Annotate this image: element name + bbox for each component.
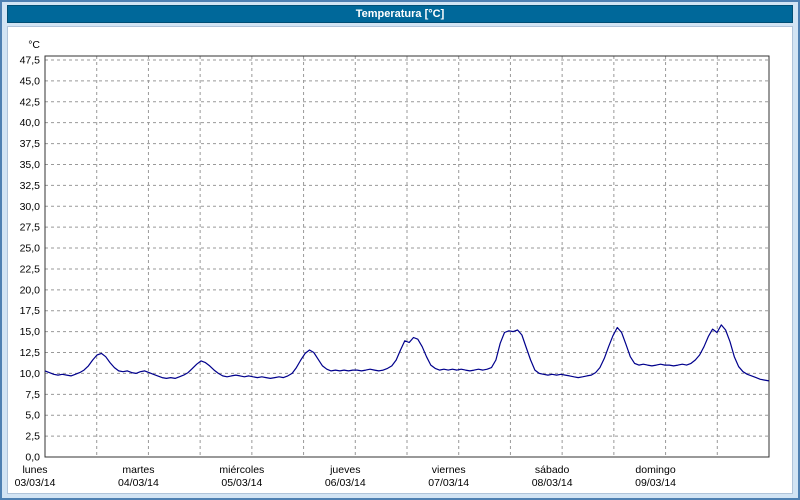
y-tick-label: 45,0 — [20, 75, 41, 87]
x-date-label: 09/03/14 — [635, 477, 676, 489]
y-tick-label: 7,5 — [25, 389, 40, 401]
x-day-label: jueves — [329, 464, 360, 476]
y-tick-label: 17,5 — [20, 305, 41, 317]
y-tick-label: 27,5 — [20, 222, 41, 234]
x-date-label: 06/03/14 — [325, 477, 366, 489]
x-day-label: lunes — [22, 464, 47, 476]
y-tick-label: 37,5 — [20, 138, 41, 150]
y-tick-label: 5,0 — [25, 410, 40, 422]
chart-svg: 47,5 45,0 42,5 40,0 37,5 35,0 32,5 30,0 27,5 25,0… — [15, 39, 770, 489]
x-day-label: domingo — [635, 464, 675, 476]
x-date-label: 08/03/14 — [532, 477, 573, 489]
y-axis-unit-label: °C — [28, 39, 40, 51]
x-day-label: sábado — [535, 464, 570, 476]
y-tick-label: 10,0 — [20, 368, 41, 380]
x-day-label: viernes — [432, 464, 466, 476]
y-tick-label: 30,0 — [20, 201, 41, 213]
x-date-label: 04/03/14 — [118, 477, 159, 489]
y-tick-label: 25,0 — [20, 243, 41, 255]
x-date-label: 05/03/14 — [221, 477, 262, 489]
y-tick-label: 32,5 — [20, 180, 41, 192]
y-tick-label: 15,0 — [20, 326, 41, 338]
x-day-label: martes — [122, 464, 154, 476]
chart-title: Temperatura [°C] — [355, 8, 445, 20]
y-tick-label: 35,0 — [20, 159, 41, 171]
y-tick-label: 22,5 — [20, 263, 41, 275]
y-tick-label: 42,5 — [20, 96, 41, 108]
y-tick-label: 20,0 — [20, 284, 41, 296]
y-tick-label: 47,5 — [20, 55, 41, 67]
y-tick-label: 40,0 — [20, 117, 41, 129]
y-tick-label: 12,5 — [20, 347, 41, 359]
temperature-series-line — [44, 324, 770, 382]
x-day-label: miércoles — [219, 464, 264, 476]
x-date-label: 03/03/14 — [15, 477, 56, 489]
chart-title-bar: Temperatura [°C] — [7, 5, 793, 23]
x-date-label: 07/03/14 — [428, 477, 469, 489]
y-tick-label: 2,5 — [25, 431, 40, 443]
chart-panel: 47,5 45,0 42,5 40,0 37,5 35,0 32,5 30,0 27,5 25,0… — [7, 26, 793, 494]
y-tick-label: 0,0 — [25, 452, 40, 464]
